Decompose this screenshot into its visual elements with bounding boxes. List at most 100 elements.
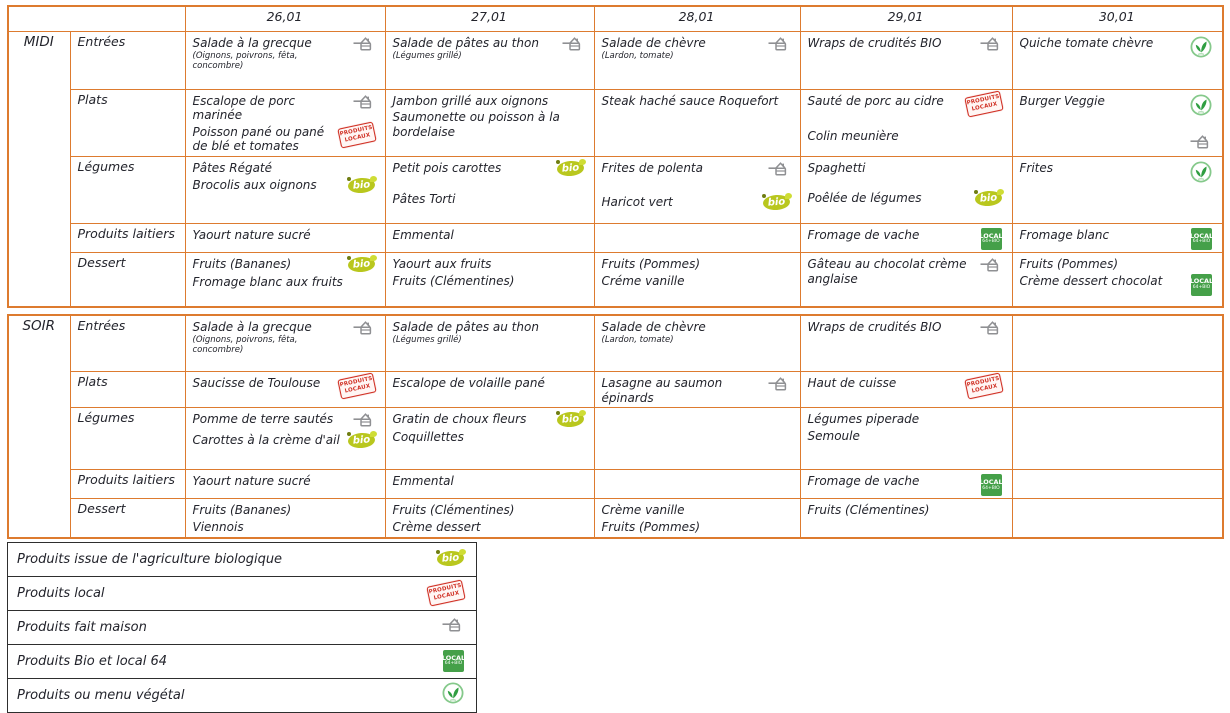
dish-name: Jambon grillé aux oignons bbox=[392, 93, 549, 108]
menu-item: Yaourt nature sucré bbox=[193, 474, 377, 489]
menu-item: Crème dessert chocolat LOCAL 64+BIO bbox=[1019, 273, 1215, 296]
menu-cell: Gratin de choux fleurs bio Coquillettes bbox=[384, 407, 595, 471]
menu-item: Lasagne au saumon épinards bbox=[602, 376, 792, 405]
menu-item: Créme vanille bbox=[602, 274, 792, 289]
menu-cell: Fruits (Pommes) Crème dessert chocolat LOC… bbox=[1011, 252, 1224, 307]
menu-item: Wraps de crudités BIO bbox=[808, 36, 1004, 55]
menu-item: Salade à la grecque (Oignons, poivrons, f… bbox=[193, 36, 377, 72]
menu-item: Fruits (Pommes) bbox=[602, 257, 792, 272]
row-label: Plats bbox=[69, 370, 186, 409]
menu-cell: Crème vanille Fruits (Pommes) bbox=[593, 498, 801, 538]
menu-item: Brocolis aux oignons bio bbox=[193, 175, 377, 194]
dish-name: Carottes à la crème d'ail bbox=[192, 433, 340, 448]
date-header: 26,01 bbox=[184, 5, 386, 32]
menu-row: Plats Saucisse de Toulouse PRODUITS LOCAUX E… bbox=[8, 370, 1224, 409]
fait-maison-icon bbox=[442, 617, 464, 637]
dish-name: Fruits (Clémentines) bbox=[807, 503, 930, 518]
date-header: 29,01 bbox=[799, 5, 1013, 32]
menu-cell: Yaourt nature sucré bbox=[184, 469, 386, 500]
menu-cell: Fromage blanc LOCAL 64+BIO bbox=[1011, 223, 1224, 253]
menu-item: Pâtes Régaté bbox=[193, 161, 377, 176]
dish-name: Salade de chèvre bbox=[601, 35, 706, 50]
menu-cell: Fromage de vache LOCAL 64+BIO bbox=[799, 469, 1013, 500]
menu-cell: Sauté de porc au cidre PRODUITS LOCAUX Coli… bbox=[799, 88, 1013, 157]
vegetal-icon bbox=[1190, 161, 1212, 186]
dish-name: Spaghetti bbox=[807, 161, 866, 175]
menu-cell bbox=[1011, 370, 1224, 409]
dish-name: Gratin de choux fleurs bbox=[392, 412, 527, 427]
menu-item: Fromage de vache LOCAL 64+BIO bbox=[808, 228, 1004, 250]
row-label: Dessert bbox=[69, 498, 186, 538]
local64-icon: LOCAL 64+BIO bbox=[1190, 273, 1213, 296]
dish-name: Poisson pané ou pané de blé et tomates bbox=[192, 124, 325, 154]
bio-icon: bio bbox=[346, 175, 377, 194]
row-label: Légumes bbox=[69, 156, 186, 224]
menu-cell: Salade de chèvre (Lardon, tomate) bbox=[593, 30, 801, 90]
date-header-row: 26,01 27,01 28,01 29,01 30,01 bbox=[7, 5, 1224, 32]
menu-item: Coquillettes bbox=[393, 430, 586, 445]
menu-item: Fruits (Pommes) bbox=[602, 520, 792, 535]
dish-name: Semoule bbox=[807, 428, 860, 443]
dish-name: Gâteau au chocolat crème anglaise bbox=[807, 257, 967, 286]
menu-item: Fruits (Clémentines) bbox=[808, 503, 1004, 518]
menu-cell: Fromage de vache LOCAL 64+BIO bbox=[799, 223, 1013, 253]
menu-cell bbox=[1011, 314, 1224, 372]
dish-name: Escalope de volaille pané bbox=[392, 376, 545, 390]
dish-name: Yaourt aux fruits bbox=[392, 257, 492, 271]
dish-ingredients: (Oignons, poivrons, fêta, concombre) bbox=[192, 51, 298, 72]
menu-row: Produits laitiers Yaourt nature sucré Emme… bbox=[8, 469, 1224, 500]
dish-name: Lasagne au saumon épinards bbox=[601, 376, 723, 405]
dish-name: Salade à la grecque bbox=[192, 319, 312, 334]
date-header: 30,01 bbox=[1011, 5, 1224, 32]
menu-cell: Saucisse de Toulouse PRODUITS LOCAUX bbox=[184, 370, 386, 409]
menu-item: Spaghetti bbox=[808, 161, 1004, 176]
menu-item: Gâteau au chocolat crème anglaise bbox=[808, 257, 1004, 286]
menu-cell bbox=[593, 223, 801, 253]
produits-local-stamp-icon: PRODUITS LOCAUX bbox=[336, 121, 377, 149]
fait-maison-icon bbox=[353, 320, 375, 339]
legend-cell: Produits issue de l'agriculture biologiq… bbox=[7, 541, 477, 577]
bio-icon: bio bbox=[346, 255, 377, 273]
menu-cell: Fruits (Bananes) Viennois bbox=[184, 498, 386, 538]
dish-name: Pâtes Régaté bbox=[192, 161, 273, 175]
menu-item: Frites bbox=[1020, 161, 1215, 186]
dish-name: Crème dessert bbox=[392, 519, 481, 534]
menu-item: Salade de chèvre (Lardon, tomate) bbox=[602, 36, 792, 62]
produits-local-stamp-icon: PRODUITS LOCAUX bbox=[963, 89, 1004, 118]
dish-name: Poêlée de légumes bbox=[807, 190, 922, 205]
dish-name: Coquillettes bbox=[392, 430, 464, 445]
section-label-midi: MIDI bbox=[7, 30, 71, 307]
dish-name: Fruits (Clémentines) bbox=[392, 503, 515, 518]
dish-name: Colin meunière bbox=[807, 128, 899, 143]
menu-item: Viennois bbox=[193, 520, 377, 535]
dish-name: Steak haché sauce Roquefort bbox=[601, 93, 779, 108]
dish-name: Wraps de crudités BIO bbox=[807, 319, 942, 334]
fait-maison-icon bbox=[768, 376, 790, 395]
menu-item: Emmental bbox=[393, 228, 586, 243]
menu-item: Gratin de choux fleurs bio bbox=[392, 410, 586, 429]
bio-icon: bio bbox=[436, 549, 466, 567]
menu-item: Saucisse de Toulouse PRODUITS LOCAUX bbox=[193, 372, 377, 400]
dish-ingredients: (Lardon, tomate) bbox=[601, 51, 674, 62]
menu-item: Burger Veggie bbox=[1020, 94, 1215, 119]
bio-icon: bio bbox=[555, 159, 586, 177]
fait-maison-icon bbox=[980, 36, 1002, 55]
menu-cell: Escalope de volaille pané bbox=[384, 370, 595, 409]
dish-ingredients: (Lardon, tomate) bbox=[601, 335, 674, 346]
menu-cell: Frites bbox=[1011, 156, 1224, 224]
menu-cell: Pomme de terre sautés Carottes à la crème… bbox=[184, 407, 386, 471]
menu-row: Légumes Pâtes Régaté Brocolis aux oignons b… bbox=[8, 156, 1224, 224]
menu-cell: Emmental bbox=[384, 223, 595, 253]
local64-icon: LOCAL 64+BIO bbox=[1190, 228, 1213, 250]
menu-item: Fruits (Pommes) bbox=[1020, 257, 1215, 272]
menu-item: Carottes à la crème d'ail bio bbox=[192, 431, 377, 450]
dish-name: Yaourt nature sucré bbox=[192, 474, 311, 489]
dish-ingredients: (Oignons, poivrons, fêta, concombre) bbox=[192, 335, 298, 356]
menu-item: Semoule bbox=[808, 429, 1004, 444]
menu-cell: Gâteau au chocolat crème anglaise bbox=[799, 252, 1013, 307]
menu-cell: Wraps de crudités BIO bbox=[799, 314, 1013, 372]
dish-name: Crème dessert chocolat bbox=[1019, 273, 1163, 288]
row-label: Produits laitiers bbox=[69, 223, 186, 253]
menu-item: Fruits (Clémentines) bbox=[393, 274, 586, 289]
row-label: Légumes bbox=[69, 407, 186, 471]
